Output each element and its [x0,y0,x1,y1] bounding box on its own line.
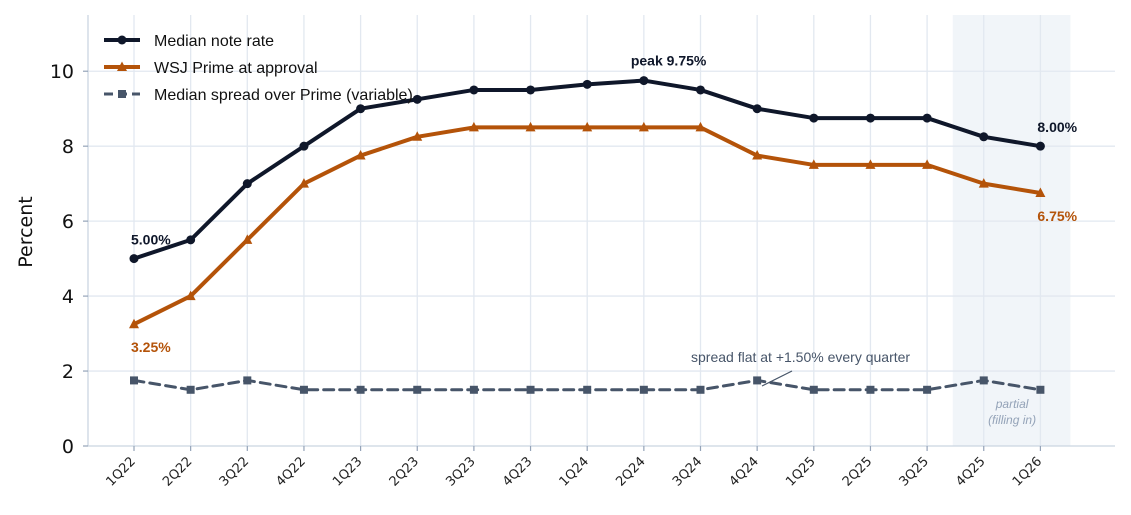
data-point [695,121,706,132]
data-label: peak 9.75% [631,53,707,69]
data-label: 6.75% [1037,208,1077,224]
x-tick-label: 3Q24 [670,454,705,489]
y-tick-label: 0 [62,436,74,458]
annotation-layer: 5.00% 3.25% peak 9.75% 8.00% 6.75% spread fla… [131,53,1078,387]
data-point [526,85,536,95]
legend-marker [117,35,127,45]
data-label: 3.25% [131,339,171,355]
data-point [355,150,366,160]
x-tick-label: 2Q23 [387,454,422,489]
x-tick-label: 3Q25 [897,454,932,489]
x-tick-label: 2Q25 [840,454,875,489]
data-point [752,150,763,160]
legend-label: WSJ Prime at approval [154,60,318,77]
data-label: 8.00% [1037,119,1077,135]
data-point [186,385,195,394]
data-point [242,179,252,189]
legend-label: Median spread over Prime (variable) [154,87,413,104]
series-layer [129,76,1046,394]
data-point [978,178,989,188]
x-tick-label: 2Q22 [160,454,195,489]
x-tick-label: 4Q24 [727,454,762,489]
data-point [242,234,253,244]
data-point [639,76,649,86]
data-point [809,385,818,394]
x-tick-label: 1Q22 [103,454,138,489]
data-point [922,113,932,123]
data-point [412,131,423,141]
data-point [356,104,366,114]
data-point [866,385,875,394]
data-point [696,85,705,95]
data-label: 5.00% [131,232,171,248]
data-point [979,376,988,385]
data-point [583,385,592,394]
legend-marker [117,61,127,71]
data-point [129,254,139,264]
data-point [299,141,309,151]
x-tick-label: 3Q22 [217,454,252,489]
data-point [638,121,649,132]
data-point [923,385,932,394]
data-point [469,85,479,95]
legend-label: Median note rate [154,33,274,50]
data-point [809,113,819,123]
data-point [865,113,875,123]
x-tick-label: 1Q26 [1010,454,1045,489]
y-tick-label: 2 [62,361,74,383]
y-axis-title: Percent [15,196,37,268]
data-point [1036,385,1045,394]
data-point [468,121,479,132]
data-point [753,376,762,385]
shaded-region [952,15,1071,446]
data-point [696,385,705,394]
data-point [639,385,648,394]
x-tick-label: 1Q23 [330,454,365,489]
data-point [413,385,422,394]
data-point [1035,187,1046,198]
data-point [526,385,535,394]
data-point [922,159,933,169]
callout-text: spread flat at +1.50% every quarter [691,349,910,365]
x-tick-label: 4Q23 [500,454,535,489]
data-point [185,290,196,301]
legend: Median note rate WSJ Prime at approval Med… [104,33,413,104]
data-point [1035,141,1045,151]
y-tick-label: 4 [62,286,74,308]
shaded-region-label: (filling in) [988,413,1036,427]
data-point [298,178,309,188]
shaded-region-layer: partial (filling in) [952,15,1071,446]
data-point [582,79,592,89]
data-point [299,385,308,394]
data-point [865,159,876,169]
legend-marker [118,90,126,98]
data-point [130,376,138,385]
data-point [752,104,762,114]
y-tick-label: 10 [50,61,74,83]
data-point [979,132,989,142]
data-point [129,318,139,329]
data-point [243,376,252,385]
data-point [469,385,478,394]
data-point [412,94,422,104]
data-point [582,121,593,132]
x-tick-label: 4Q25 [953,454,988,489]
y-tick-label: 8 [62,136,74,158]
data-point [186,235,196,245]
data-point [525,121,536,132]
x-tick-label: 1Q24 [557,454,592,489]
callout-arrow [761,370,793,387]
x-tick-label: 3Q23 [443,454,478,489]
x-tick-label: 4Q22 [273,454,308,489]
data-point [356,385,365,394]
data-point [808,159,819,169]
x-tick-label: 2Q24 [613,454,648,489]
y-tick-label: 6 [62,211,74,233]
shaded-region-label: partial [995,397,1029,411]
x-tick-label: 1Q25 [783,454,818,489]
